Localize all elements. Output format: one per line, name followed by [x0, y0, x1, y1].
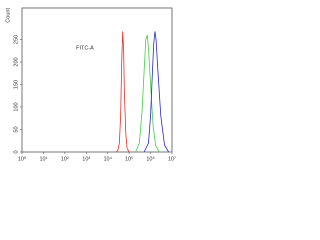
y-tick-label: 150 — [13, 80, 19, 89]
chart: FITC-A Count 0 50 100 150 200 250 10⁰ 10¹ 10² 10³… — [5, 7, 176, 163]
x-tick-label: 10³ — [82, 156, 90, 162]
x-tick-label: 10² — [61, 156, 69, 162]
x-tick-label: 10⁴ — [103, 155, 112, 162]
histogram-line — [135, 34, 160, 153]
y-axis-label: Count — [5, 8, 11, 23]
x-tick-label: 10⁰ — [18, 155, 27, 162]
histogram-line — [143, 31, 170, 153]
histogram-line — [115, 31, 130, 153]
y-tick-label: 50 — [13, 126, 19, 132]
plot-frame — [21, 7, 173, 153]
y-tick-label: 100 — [13, 102, 19, 111]
y-tick-label: 250 — [13, 35, 19, 44]
x-tick-label: 10¹ — [39, 156, 47, 162]
x-tick-label: 10⁶ — [146, 155, 154, 162]
x-tick-label: 10⁵ — [125, 155, 133, 162]
x-tick-label: 10⁷ — [168, 155, 176, 162]
x-axis-label: FITC-A — [76, 45, 94, 51]
y-tick-label: 200 — [13, 57, 19, 66]
y-tick-label: 0 — [13, 150, 19, 153]
page: FITC-A Count 0 50 100 150 200 250 10⁰ 10¹ 10² 10³… — [5, 7, 177, 163]
